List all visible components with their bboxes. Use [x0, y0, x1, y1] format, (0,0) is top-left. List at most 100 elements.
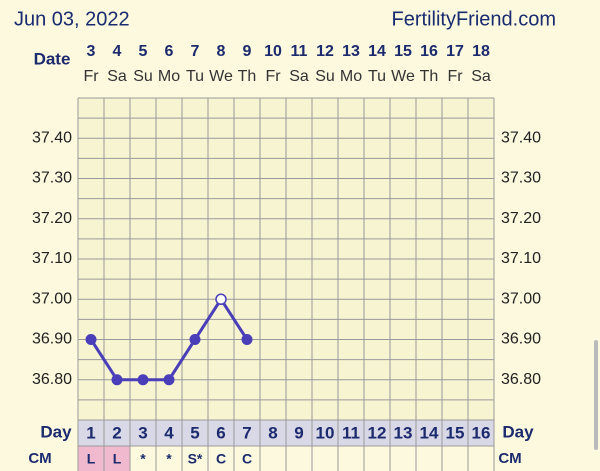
date-label: 13 [342, 43, 360, 60]
y-tick-label: 36.80 [32, 371, 72, 388]
cm-cell [234, 446, 260, 471]
weekday-label: Sa [289, 68, 309, 85]
day-cell [182, 420, 208, 446]
day-cell [390, 420, 416, 446]
day-number: 11 [342, 423, 360, 442]
day-cell [156, 420, 182, 446]
y-tick-label: 37.10 [32, 250, 72, 267]
temp-point [85, 334, 97, 345]
day-number: 14 [420, 423, 439, 442]
cm-label-right: CM [498, 450, 521, 467]
cm-value: L [87, 451, 96, 467]
temp-point [111, 374, 123, 386]
temp-point [137, 374, 149, 386]
date-label: 17 [446, 43, 464, 60]
date-label: 3 [87, 43, 96, 60]
day-cell [312, 420, 338, 446]
day-cell [234, 420, 260, 446]
date-label: 5 [139, 43, 148, 60]
date-label: 9 [243, 43, 252, 60]
weekday-label: Tu [186, 68, 204, 85]
y-tick-label-right: 37.00 [501, 290, 541, 307]
day-cell [468, 420, 494, 446]
y-tick-label-right: 37.40 [501, 129, 541, 146]
weekday-label: Th [238, 68, 257, 85]
date-label: 6 [165, 43, 174, 60]
cm-value: L [113, 451, 122, 467]
cm-value: * [140, 451, 146, 467]
y-tick-label-right: 37.20 [501, 210, 541, 227]
date-label: 10 [264, 43, 282, 60]
cm-label: CM [28, 450, 51, 467]
day-number: 16 [472, 423, 491, 442]
day-cell [130, 420, 156, 446]
day-cell [104, 420, 130, 446]
weekday-label: We [391, 68, 415, 85]
y-tick-label-right: 37.10 [501, 250, 541, 267]
cm-cell [364, 446, 390, 471]
cm-cell [78, 446, 104, 471]
y-tick-label-right: 37.30 [501, 170, 541, 187]
temp-point [241, 334, 253, 345]
date-label: 18 [472, 43, 490, 60]
date-label: 11 [291, 43, 308, 60]
weekday-label: Fr [447, 68, 463, 85]
cm-value: S* [188, 451, 203, 467]
day-label-right: Day [502, 422, 534, 441]
y-tick-label-right: 36.90 [501, 331, 541, 348]
weekday-label: Tu [368, 68, 386, 85]
day-number: 1 [86, 423, 95, 442]
cm-cell [390, 446, 416, 471]
cm-cell [442, 446, 468, 471]
cm-cell [416, 446, 442, 471]
day-label: Day [40, 422, 72, 441]
cm-cell [312, 446, 338, 471]
weekday-label: Su [133, 68, 153, 85]
day-number: 5 [190, 423, 199, 442]
chart-date: Jun 03, 2022 [14, 8, 130, 30]
y-tick-label: 37.20 [32, 210, 72, 227]
date-label: 12 [316, 43, 334, 60]
date-label: 15 [394, 43, 412, 60]
day-number: 4 [164, 423, 174, 442]
temp-point [163, 374, 175, 386]
cm-cell [338, 446, 364, 471]
y-tick-label: 37.30 [32, 170, 72, 187]
day-cell [78, 420, 104, 446]
day-number: 10 [316, 423, 335, 442]
weekday-label: Th [420, 68, 439, 85]
day-number: 7 [242, 423, 251, 442]
day-number: 9 [294, 423, 303, 442]
date-label: 8 [217, 43, 226, 60]
day-number: 12 [368, 423, 387, 442]
y-tick-label: 36.90 [32, 331, 72, 348]
day-cell [208, 420, 234, 446]
day-cell [338, 420, 364, 446]
cm-cell [130, 446, 156, 471]
day-number: 3 [138, 423, 147, 442]
cm-cell [208, 446, 234, 471]
cm-value: C [242, 451, 252, 467]
weekday-label: Mo [340, 68, 362, 85]
weekday-label: Sa [471, 68, 491, 85]
day-cell [260, 420, 286, 446]
day-cell [286, 420, 312, 446]
cm-cell [468, 446, 494, 471]
date-label: 14 [368, 43, 386, 60]
weekday-label: Sa [107, 68, 127, 85]
cm-cell [104, 446, 130, 471]
date-label: 16 [420, 43, 438, 60]
scrollbar [594, 340, 598, 450]
cm-value: * [166, 451, 172, 467]
weekday-label: We [209, 68, 233, 85]
day-number: 2 [112, 423, 121, 442]
date-label: 4 [113, 43, 122, 60]
y-tick-label: 37.00 [32, 290, 72, 307]
day-number: 13 [394, 423, 413, 442]
cm-value: C [216, 451, 226, 467]
day-cell [416, 420, 442, 446]
day-number: 6 [216, 423, 225, 442]
day-cell [442, 420, 468, 446]
temp-point [189, 334, 201, 345]
site-name: FertilityFriend.com [392, 8, 556, 30]
